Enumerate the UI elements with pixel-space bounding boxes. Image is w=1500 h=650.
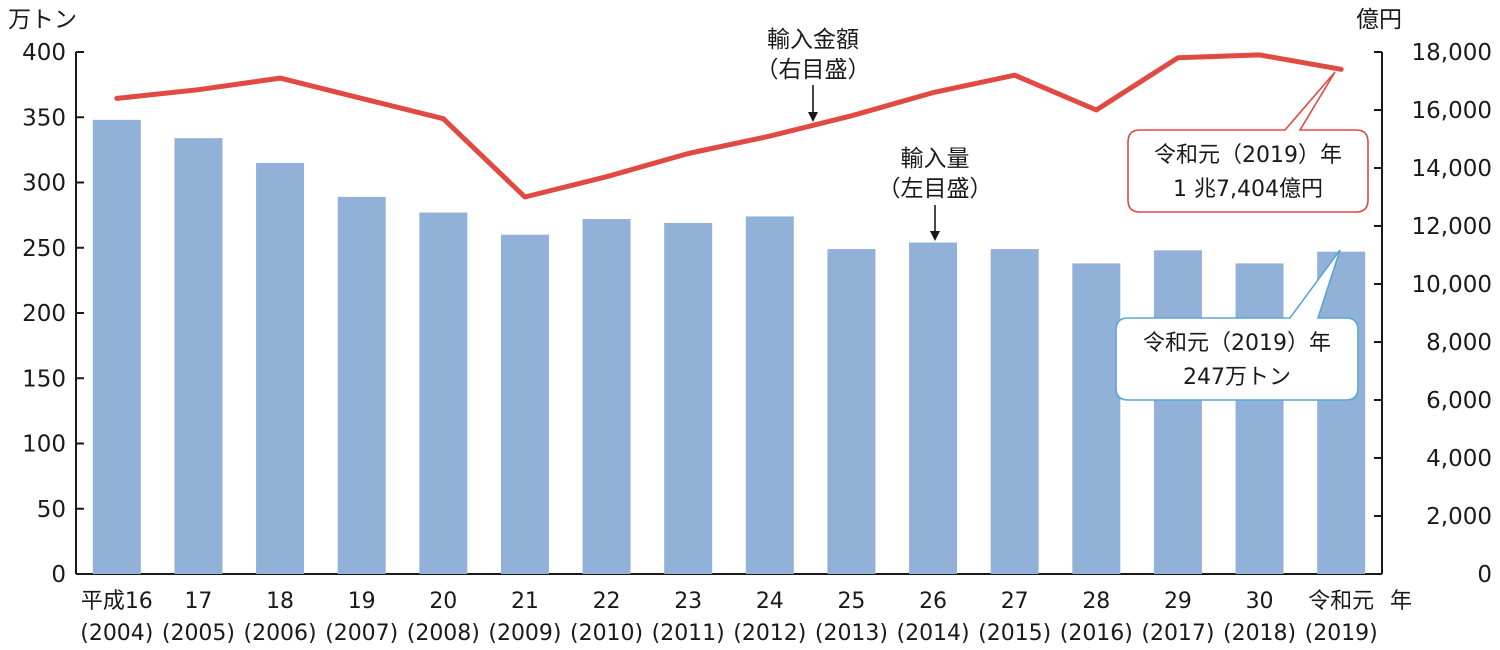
right-tick-label: 18,000	[1412, 40, 1492, 66]
left-tick-label: 400	[22, 40, 66, 66]
category-year-label: (2014)	[896, 621, 969, 646]
bar	[92, 119, 141, 575]
volume-callout-2019: 令和元（2019）年 247万トン	[1115, 249, 1359, 401]
right-tick-label: 4,000	[1426, 446, 1492, 472]
bar	[909, 242, 958, 574]
value-callout-line-1: 令和元（2019）年	[1154, 143, 1342, 168]
value-callout-line-2: 1 兆7,404億円	[1173, 177, 1323, 202]
category-era-label: 20	[429, 589, 457, 614]
right-tick-label: 2,000	[1426, 504, 1492, 530]
bar	[256, 162, 305, 575]
bar	[990, 249, 1039, 574]
category-era-label: 21	[511, 589, 539, 614]
right-tick-label: 6,000	[1426, 388, 1492, 414]
category-year-label: (2008)	[407, 621, 480, 646]
left-tick-label: 150	[22, 366, 66, 392]
category-year-label: (2009)	[488, 621, 561, 646]
right-tick-label: 10,000	[1412, 272, 1492, 298]
right-tick-label: 8,000	[1426, 330, 1492, 356]
line-series-arrowhead	[808, 112, 818, 122]
bar	[827, 249, 876, 574]
x-axis-unit: 年	[1390, 589, 1412, 614]
category-year-label: (2005)	[162, 621, 235, 646]
category-era-label: 26	[919, 589, 947, 614]
volume-callout-line-1: 令和元（2019）年	[1143, 331, 1331, 356]
category-year-label: (2016)	[1060, 621, 1133, 646]
left-tick-label: 350	[22, 105, 66, 131]
right-tick-label: 12,000	[1412, 214, 1492, 240]
value-callout-box	[1127, 71, 1369, 213]
left-tick-label: 50	[37, 497, 66, 523]
category-era-label: 25	[837, 589, 865, 614]
line-series-label-2: （右目盛）	[756, 57, 871, 83]
category-year-label: (2013)	[815, 621, 888, 646]
category-year-label: (2007)	[325, 621, 398, 646]
bar	[337, 196, 386, 575]
line-series-import-value	[114, 52, 1344, 200]
bar-series-label-2: （左目盛）	[878, 176, 993, 202]
category-year-label: (2010)	[570, 621, 643, 646]
category-year-label: (2017)	[1141, 621, 1214, 646]
left-tick-label: 300	[22, 171, 66, 197]
value-callout-2019: 令和元（2019）年 1 兆7,404億円	[1127, 71, 1369, 213]
left-tick-label: 200	[22, 301, 66, 327]
bar	[174, 138, 223, 574]
category-era-label: 令和元	[1308, 589, 1374, 614]
right-axis-unit: 億円	[1356, 7, 1402, 33]
left-tick-label: 100	[22, 432, 66, 458]
category-era-label: 27	[1001, 589, 1029, 614]
bar	[1153, 250, 1202, 575]
line-series-label-1: 輸入金額	[767, 27, 859, 53]
bar	[582, 219, 631, 575]
left-tick-label: 0	[51, 562, 66, 588]
category-era-label: 30	[1246, 589, 1274, 614]
category-year-label: (2011)	[652, 621, 725, 646]
category-year-label: (2019)	[1305, 621, 1378, 646]
volume-callout-box	[1115, 249, 1359, 401]
category-labels: 平成16 (2004) 17 (2005) 18 (2006) 19 (2007) 20 (200…	[80, 589, 1378, 646]
right-tick-label: 0	[1477, 562, 1492, 588]
bar	[1317, 251, 1366, 575]
bar-series-arrowhead	[930, 231, 940, 241]
category-era-label: 24	[756, 589, 784, 614]
value-line	[114, 52, 1344, 200]
bar	[1072, 263, 1121, 574]
right-tick-label: 16,000	[1412, 98, 1492, 124]
bar	[1235, 263, 1284, 574]
bar	[745, 216, 794, 574]
category-era-label: 17	[184, 589, 212, 614]
left-tick-label: 250	[22, 236, 66, 262]
bar-series-import-volume	[92, 119, 1366, 575]
line-series-annotation: 輸入金額 （右目盛）	[756, 27, 871, 122]
bar-series-annotation: 輸入量 （左目盛）	[878, 146, 993, 241]
left-axis-ticks: 0 50 100 150 200 250 300 350 400	[22, 40, 84, 588]
bar-series-label-1: 輸入量	[901, 146, 970, 172]
category-year-label: (2006)	[243, 621, 316, 646]
bar	[500, 234, 549, 574]
left-axis-unit: 万トン	[8, 7, 77, 33]
category-era-label: 22	[593, 589, 621, 614]
bar	[419, 212, 468, 574]
category-era-label: 平成16	[81, 589, 153, 614]
volume-callout-line-2: 247万トン	[1183, 365, 1291, 390]
right-axis-ticks: 0 2,000 4,000 6,000 8,000 10,000 12,000 14,000 1…	[1374, 40, 1492, 588]
category-year-label: (2018)	[1223, 621, 1296, 646]
category-year-label: (2012)	[733, 621, 806, 646]
right-tick-label: 14,000	[1412, 156, 1492, 182]
category-year-label: (2015)	[978, 621, 1051, 646]
category-era-label: 23	[674, 589, 702, 614]
category-era-label: 28	[1082, 589, 1110, 614]
category-era-label: 18	[266, 589, 294, 614]
category-era-label: 19	[348, 589, 376, 614]
category-year-label: (2004)	[80, 621, 153, 646]
category-era-label: 29	[1164, 589, 1192, 614]
bar	[664, 222, 713, 574]
